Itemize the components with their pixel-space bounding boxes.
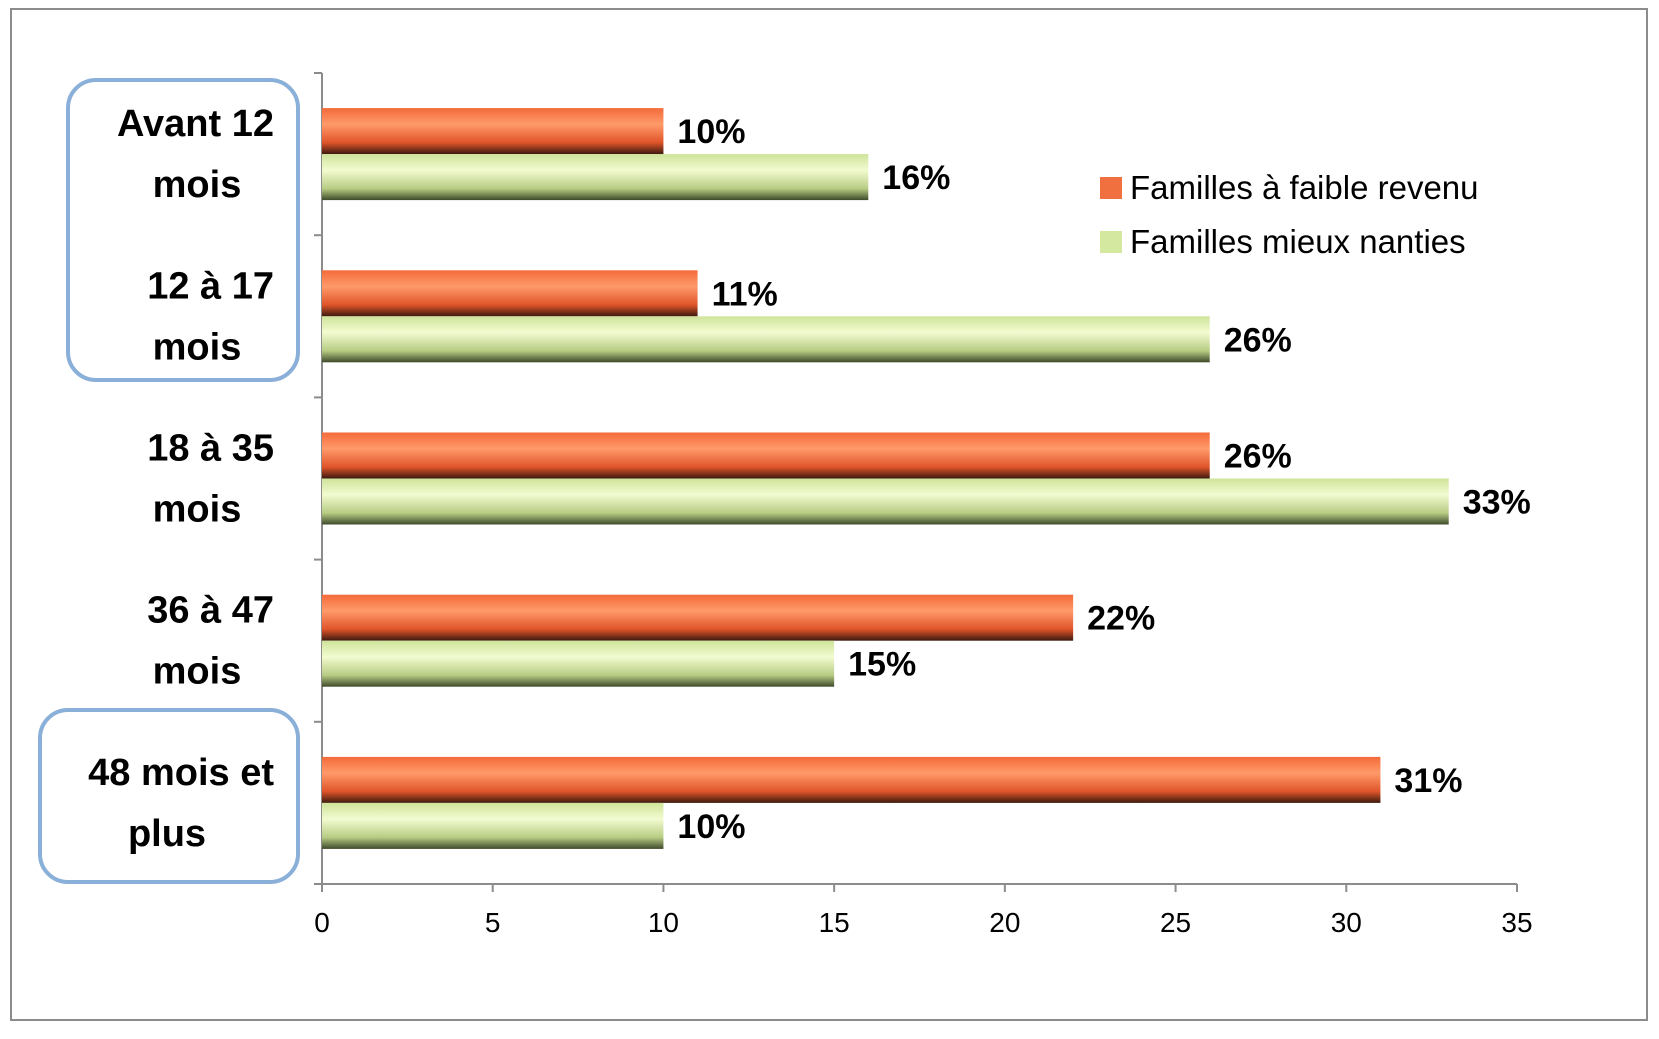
x-tick-label: 10 (648, 907, 679, 938)
bar-low-income (322, 594, 1074, 641)
x-tick-label: 35 (1501, 907, 1532, 938)
chart-frame: 0 5 10 15 20 25 30 35 Avant 12 mois 12 à 17 mois 18 … (10, 8, 1648, 1021)
data-label: 26% (1224, 321, 1292, 359)
category-label: mois (153, 651, 242, 693)
category-label: plus (128, 813, 206, 855)
category-label: 48 mois et (88, 752, 274, 794)
bar-better-off (322, 802, 664, 849)
bar-low-income (322, 756, 1381, 803)
bar-low-income (322, 432, 1210, 479)
legend-swatch (1100, 177, 1122, 199)
highlight-box-young (66, 78, 300, 382)
x-tick-label: 15 (819, 907, 850, 938)
data-label: 16% (882, 159, 950, 197)
highlight-box-older (38, 708, 300, 884)
x-tick-label: 25 (1160, 907, 1191, 938)
legend-entry: Familles à faible revenu (1130, 169, 1479, 206)
bar-better-off (322, 154, 869, 201)
bar-chart: 0 5 10 15 20 25 30 35 Avant 12 mois 12 à 17 mois 18 … (38, 72, 1533, 938)
data-label: 11% (712, 275, 778, 313)
category-label: 36 à 47 (147, 590, 274, 632)
data-label: 22% (1087, 600, 1155, 638)
x-tick-label: 20 (989, 907, 1020, 938)
data-label: 26% (1224, 438, 1292, 476)
data-label: 33% (1463, 484, 1531, 522)
bar-better-off (322, 316, 1210, 363)
x-tick-label: 0 (314, 907, 330, 938)
bar-low-income (322, 270, 698, 317)
data-label: 10% (677, 113, 745, 151)
legend-swatch (1100, 231, 1122, 253)
category-label: Avant 12 (117, 103, 274, 145)
category-label: mois (153, 326, 242, 368)
legend-entry: Familles mieux nanties (1130, 223, 1466, 260)
data-label: 15% (848, 646, 916, 684)
bar-better-off (322, 640, 835, 687)
x-tick-label: 30 (1331, 907, 1362, 938)
category-label: mois (153, 489, 242, 531)
category-label: 18 à 35 (147, 428, 274, 470)
data-label: 10% (677, 808, 745, 846)
data-label: 31% (1394, 762, 1462, 800)
category-label: mois (153, 164, 242, 206)
category-label: 12 à 17 (147, 265, 274, 307)
bar-low-income (322, 108, 664, 155)
bar-better-off (322, 478, 1449, 525)
x-tick-label: 5 (485, 907, 501, 938)
